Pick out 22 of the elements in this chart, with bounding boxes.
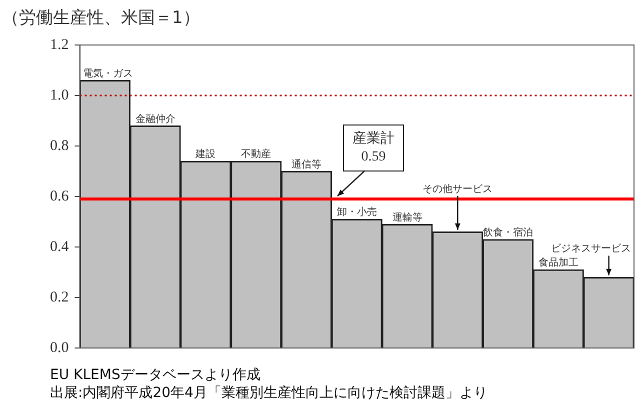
x-tick-label: 不動産	[241, 148, 272, 160]
y-tick-label: 1.2	[50, 36, 69, 53]
x-tick-label: 飲食・宿泊	[483, 226, 534, 238]
x-tick-label: 電気・ガス	[82, 68, 133, 80]
text: 出展:内閣府平成20年4月「業種別生産性向上に向けた検討課題」より	[50, 384, 488, 402]
x-tick-label: 運輸等	[392, 211, 422, 224]
x-tick-label: 通信等	[291, 158, 322, 170]
x-tick-label: 建設	[194, 148, 216, 160]
x-tick-label: 金融仲介	[135, 112, 176, 125]
x-tick-label: 卸・小売	[336, 206, 377, 218]
ref-line-label: 産業計 0.59	[352, 130, 395, 165]
y-tick-label: 1.0	[50, 87, 69, 104]
y-axis-title: （労働生産性、米国＝1）	[2, 7, 200, 29]
text: EU KLEMSデータベースより作成	[50, 366, 262, 384]
x-tick-label: その他サービス	[422, 183, 493, 196]
y-tick-label: 0.2	[50, 289, 69, 306]
x-tick-label: 食品加工	[538, 256, 578, 269]
y-tick-label: 0.0	[50, 340, 69, 356]
x-tick-label: ビジネスサービス	[551, 244, 631, 255]
y-tick-label: 0.6	[50, 188, 70, 204]
y-tick-label: 0.8	[50, 138, 69, 154]
y-tick-label: 0.4	[50, 238, 70, 255]
